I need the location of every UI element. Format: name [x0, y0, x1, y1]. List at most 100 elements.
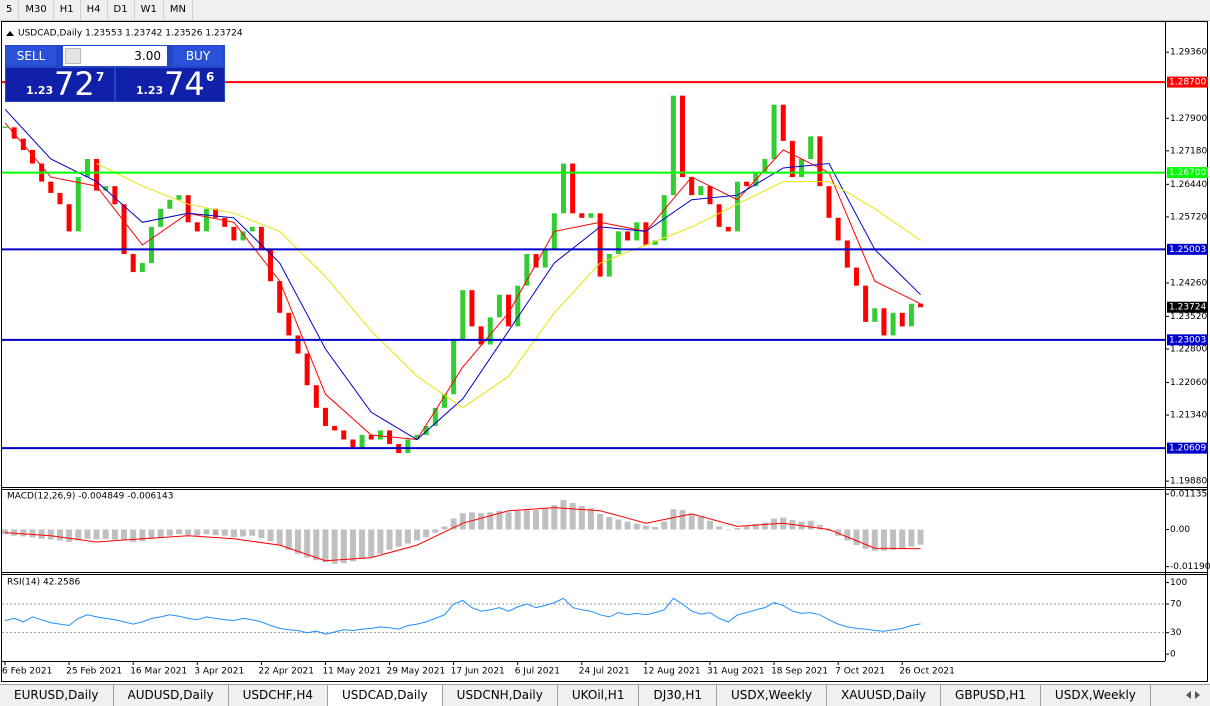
timeframe-button[interactable]: MN	[164, 0, 193, 20]
candle	[222, 217, 228, 227]
macd-bar	[221, 529, 228, 536]
level-label-box	[1167, 442, 1208, 454]
y-tick-label: 0.00	[1170, 525, 1190, 535]
chart-frame	[1, 21, 1208, 682]
macd-bar	[230, 529, 237, 538]
macd-bar	[75, 529, 82, 541]
candle	[872, 308, 878, 322]
timeframe-button[interactable]: H4	[81, 0, 108, 20]
x-tick-label: 31 Aug 2021	[707, 667, 765, 677]
chart-tab[interactable]: XAUUSD,Daily	[827, 685, 942, 706]
macd-bar	[276, 529, 283, 546]
macd-bar	[66, 529, 73, 542]
macd-bar	[670, 509, 677, 530]
chart-tab[interactable]: AUDUSD,Daily	[114, 685, 229, 706]
macd-bar	[459, 513, 466, 530]
macd-bar	[423, 529, 430, 538]
sell-button[interactable]: SELL	[6, 46, 56, 66]
candle	[441, 394, 447, 408]
candle	[460, 290, 466, 340]
moving-average	[4, 122, 921, 441]
lot-input[interactable]: 3.00	[63, 46, 167, 66]
macd-bar	[761, 522, 768, 530]
timeframe-toolbar: 5 M30 H1 H4 D1 W1 MN	[0, 0, 1210, 21]
level-label: 1.20609	[1169, 444, 1206, 454]
macd-bar	[285, 529, 292, 550]
lot-spinner[interactable]	[65, 48, 81, 64]
macd-bar	[523, 509, 530, 530]
candle	[149, 226, 155, 264]
bid-price[interactable]: 1.23 72 7	[6, 68, 114, 101]
candle	[286, 312, 292, 336]
chart-tab[interactable]: GBPUSD,H1	[941, 685, 1041, 706]
candle	[103, 186, 109, 191]
macd-bar	[917, 529, 924, 545]
candle	[771, 104, 777, 159]
tab-scroll[interactable]	[1178, 685, 1208, 705]
level-label: 1.26700	[1169, 168, 1206, 178]
macd-bar	[734, 527, 741, 530]
candle	[615, 231, 621, 254]
candle	[451, 339, 457, 395]
macd-bar	[652, 526, 659, 530]
macd-bar	[743, 526, 750, 530]
chart-tab[interactable]: USDCAD,Daily	[328, 685, 443, 706]
timeframe-button[interactable]: M30	[19, 0, 54, 20]
candle	[506, 294, 512, 327]
macd-bar	[166, 529, 173, 536]
macd-bar	[368, 529, 375, 557]
x-tick-label: 6 Feb 2021	[2, 667, 52, 677]
candle	[94, 158, 100, 191]
chart-tab[interactable]: USDCHF,H4	[229, 685, 329, 706]
macd-bar	[38, 529, 45, 539]
chart-tab[interactable]: DJ30,H1	[639, 685, 717, 706]
candle	[625, 231, 631, 241]
candle	[75, 177, 81, 232]
last-price-label: 1.23724	[1169, 303, 1206, 313]
buy-button[interactable]: BUY	[173, 46, 223, 66]
timeframe-button[interactable]: D1	[108, 0, 135, 20]
y-tick-label: 100	[1170, 578, 1187, 588]
candle	[167, 199, 173, 209]
y-tick-label: 1.21340	[1170, 411, 1207, 421]
collapse-icon[interactable]	[6, 31, 14, 36]
ask-main: 74	[164, 65, 205, 103]
chart-tab[interactable]: USDX,Weekly	[1041, 685, 1151, 706]
macd-bar	[29, 529, 36, 538]
candle	[881, 308, 887, 336]
y-tick-label: 1.24260	[1170, 278, 1207, 288]
candle	[863, 285, 869, 322]
y-tick-label: 0	[1170, 650, 1176, 660]
scroll-arrows[interactable]	[1186, 691, 1200, 699]
ask-price[interactable]: 1.23 74 6	[116, 68, 224, 101]
candle	[762, 158, 768, 173]
chart-window: USDCAD,Daily 1.23553 1.23742 1.23526 1.2…	[1, 21, 1210, 682]
y-tick-label: 1.27900	[1170, 114, 1207, 124]
level-label-box	[1167, 76, 1208, 88]
timeframe-button[interactable]: 5	[0, 0, 20, 20]
chart-tab[interactable]: EURUSD,Daily	[0, 685, 114, 706]
timeframe-button[interactable]: H1	[54, 0, 81, 20]
macd-bar	[679, 510, 686, 530]
chart-tab[interactable]: USDCNH,Daily	[443, 685, 558, 706]
macd-bar	[835, 529, 842, 536]
candle	[680, 95, 686, 178]
x-tick-label: 7 Oct 2021	[835, 667, 885, 677]
chart-tab[interactable]: USDX,Weekly	[717, 685, 827, 706]
candle	[469, 290, 475, 327]
macd-bar	[102, 529, 109, 539]
moving-average	[4, 108, 921, 441]
level-label: 1.28700	[1169, 78, 1206, 88]
y-tick-label: 1.22800	[1170, 345, 1207, 355]
candle	[853, 267, 859, 286]
x-tick-label: 29 May 2021	[387, 667, 446, 677]
timeframe-button[interactable]: W1	[135, 0, 164, 20]
candle	[496, 294, 502, 318]
chart-tab[interactable]: UKOil,H1	[558, 685, 640, 706]
candle	[414, 434, 420, 440]
macd-bar	[240, 529, 247, 537]
macd-bar	[478, 513, 485, 530]
pane-line: 100 70 30 0	[2, 578, 1187, 660]
macd-bar	[533, 510, 540, 530]
candle	[213, 208, 219, 218]
